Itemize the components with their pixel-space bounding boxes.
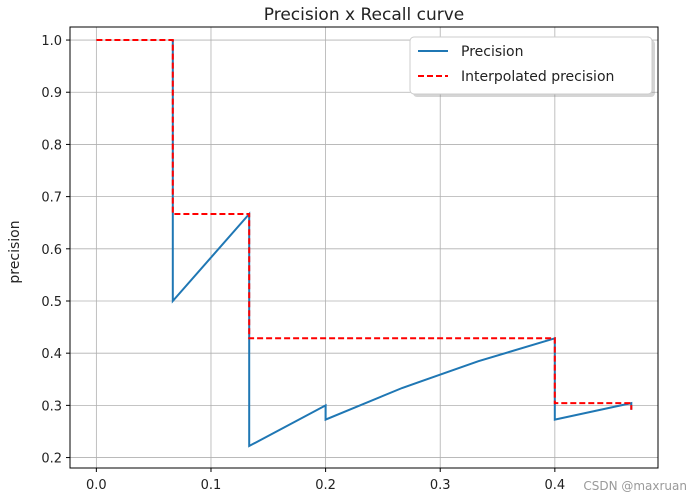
- legend-label-precision: Precision: [461, 44, 523, 60]
- x-tick-label: 0.2: [315, 478, 336, 493]
- legend: Precision Interpolated precision: [409, 36, 655, 97]
- x-tick-label: 0.4: [544, 478, 565, 493]
- plot-frame: [69, 26, 659, 469]
- y-axis-label: precision: [7, 220, 23, 283]
- x-tick-label: 0.3: [430, 478, 451, 493]
- y-tick-label: 0.3: [41, 399, 62, 414]
- legend-label-interpolated: Interpolated precision: [461, 69, 614, 85]
- y-tick-label: 0.7: [41, 191, 62, 206]
- y-tick-label: 0.2: [41, 452, 62, 467]
- chart-title: Precision x Recall curve: [264, 5, 464, 25]
- y-tick-label: 0.8: [41, 138, 62, 153]
- y-tick-label: 1.0: [41, 34, 62, 49]
- x-tick-label: 0.0: [86, 478, 107, 493]
- series-line-precision: [171, 40, 633, 448]
- axes: 0.0 0.1 0.2 0.3 0.4 0.2 0.3 0.4 0.5 0.6 0.7 0.8 0.9 1…: [41, 34, 565, 493]
- watermark: CSDN @maxruan: [583, 479, 687, 493]
- y-tick-label: 0.6: [41, 243, 62, 258]
- series-line-interpolated: [96, 39, 633, 410]
- series-layer: [96, 39, 633, 448]
- y-tick-label: 0.4: [41, 347, 62, 362]
- y-tick-label: 0.9: [41, 86, 62, 101]
- y-tick-label: 0.5: [41, 295, 62, 310]
- grid: [70, 27, 658, 468]
- x-tick-label: 0.1: [201, 478, 222, 493]
- legend-box: [409, 36, 653, 95]
